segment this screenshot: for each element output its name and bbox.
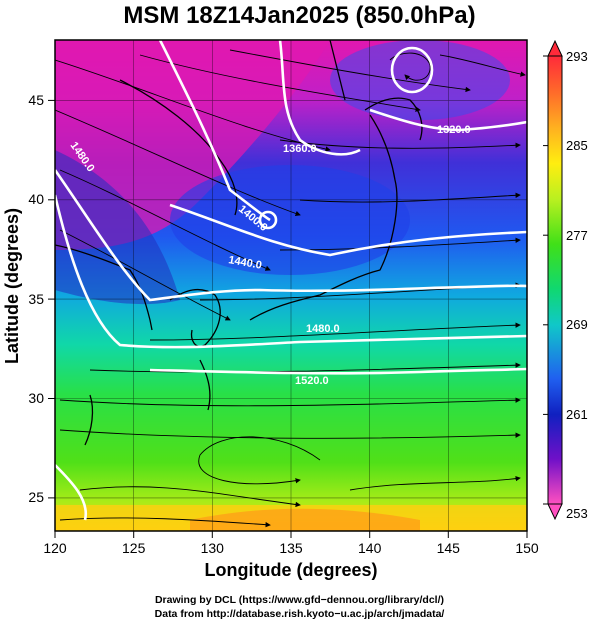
grid-lines [55, 40, 527, 531]
contour-label-1520: 1520.0 [295, 375, 329, 387]
x-tick-label: 135 [279, 540, 303, 556]
x-tick-label: 130 [201, 540, 225, 556]
y-tick-marks [48, 99, 55, 499]
colorbar-top-triangle [547, 39, 563, 57]
colorbar-tick-label: 285 [566, 138, 588, 153]
y-tick-label: 45 [28, 92, 44, 108]
colorbar-tick-marks [543, 55, 548, 505]
colorbar-bottom-triangle [547, 503, 563, 521]
x-tick-label: 125 [122, 540, 146, 556]
colorbar-tick-label: 261 [566, 407, 588, 422]
x-tick-label: 140 [358, 540, 382, 556]
height-contours [55, 40, 527, 521]
y-tick-label: 30 [28, 390, 44, 406]
x-tick-label: 150 [515, 540, 539, 556]
colorbar: 293 285 277 269 261 253 [543, 39, 588, 521]
x-tick-label: 145 [437, 540, 461, 556]
colorbar-tick-label: 277 [566, 228, 588, 243]
colorbar-tick-label: 293 [566, 49, 588, 64]
contour-label-1480-south: 1480.0 [306, 323, 340, 335]
chart-title: MSM 18Z14Jan2025 (850.0hPa) [123, 2, 476, 29]
colorbar-tick-label: 253 [566, 506, 588, 521]
colorbar-scale [547, 55, 563, 505]
y-tick-label: 40 [28, 191, 44, 207]
x-axis-label: Longitude (degrees) [204, 560, 377, 580]
y-tick-label: 35 [28, 291, 44, 307]
drawing-credit: Drawing by DCL (https://www.gfd−dennou.o… [154, 594, 445, 606]
data-source-credit: Data from http://database.rish.kyoto−u.a… [154, 608, 445, 620]
y-axis-label: Latitude (degrees) [2, 208, 22, 364]
colorbar-tick-label: 269 [566, 317, 588, 332]
contour-label-1360: 1360.0 [283, 143, 317, 155]
x-tick-label: 120 [43, 540, 67, 556]
y-tick-label: 25 [28, 489, 44, 505]
contour-label-1440: 1440.0 [227, 254, 262, 272]
x-tick-marks [54, 531, 528, 538]
contour-label-1320: 1320.0 [437, 124, 471, 136]
